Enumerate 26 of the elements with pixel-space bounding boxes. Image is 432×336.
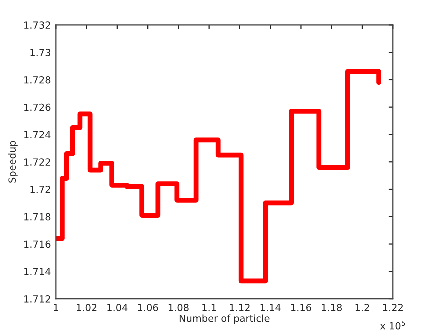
y-tick-label: 1.718 [24, 213, 51, 221]
x-tick-label: 1.02 [77, 304, 97, 312]
x-tick-label: 1.16 [291, 304, 312, 312]
text: x 10$^{5}$ [380, 320, 406, 330]
x-tick-label: 1.08 [168, 304, 189, 312]
x-tick-label: 1 [54, 304, 58, 312]
x-axis-title: Number of particle [180, 314, 270, 324]
x-tick-label: 1.04 [108, 304, 128, 312]
y-tick-label: 1.722 [24, 158, 50, 166]
x-tick-label: 1.12 [230, 304, 250, 312]
y-tick-label: 1.72 [30, 186, 50, 194]
x-tick-label: 1.2 [356, 304, 370, 312]
y-tick-label: 1.73 [30, 49, 51, 56]
x-tick-label: 1.18 [322, 304, 342, 312]
x-tick-label: 1.14 [260, 304, 281, 312]
y-tick-label: 1.726 [24, 104, 51, 112]
y-tick-label: 1.728 [24, 76, 51, 84]
y-tick-label: 1.732 [24, 22, 50, 30]
x-tick-label: 1.1 [202, 304, 216, 312]
y-axis-title: Speedup [8, 141, 18, 183]
y-tick-label: 1.712 [24, 296, 50, 303]
x-tick-label: 1.06 [138, 304, 158, 312]
x-tick-label: 1.22 [383, 304, 403, 312]
y-tick-label: 1.716 [24, 240, 51, 248]
y-tick-label: 1.724 [24, 131, 51, 138]
y-tick-label: 1.714 [24, 268, 51, 276]
